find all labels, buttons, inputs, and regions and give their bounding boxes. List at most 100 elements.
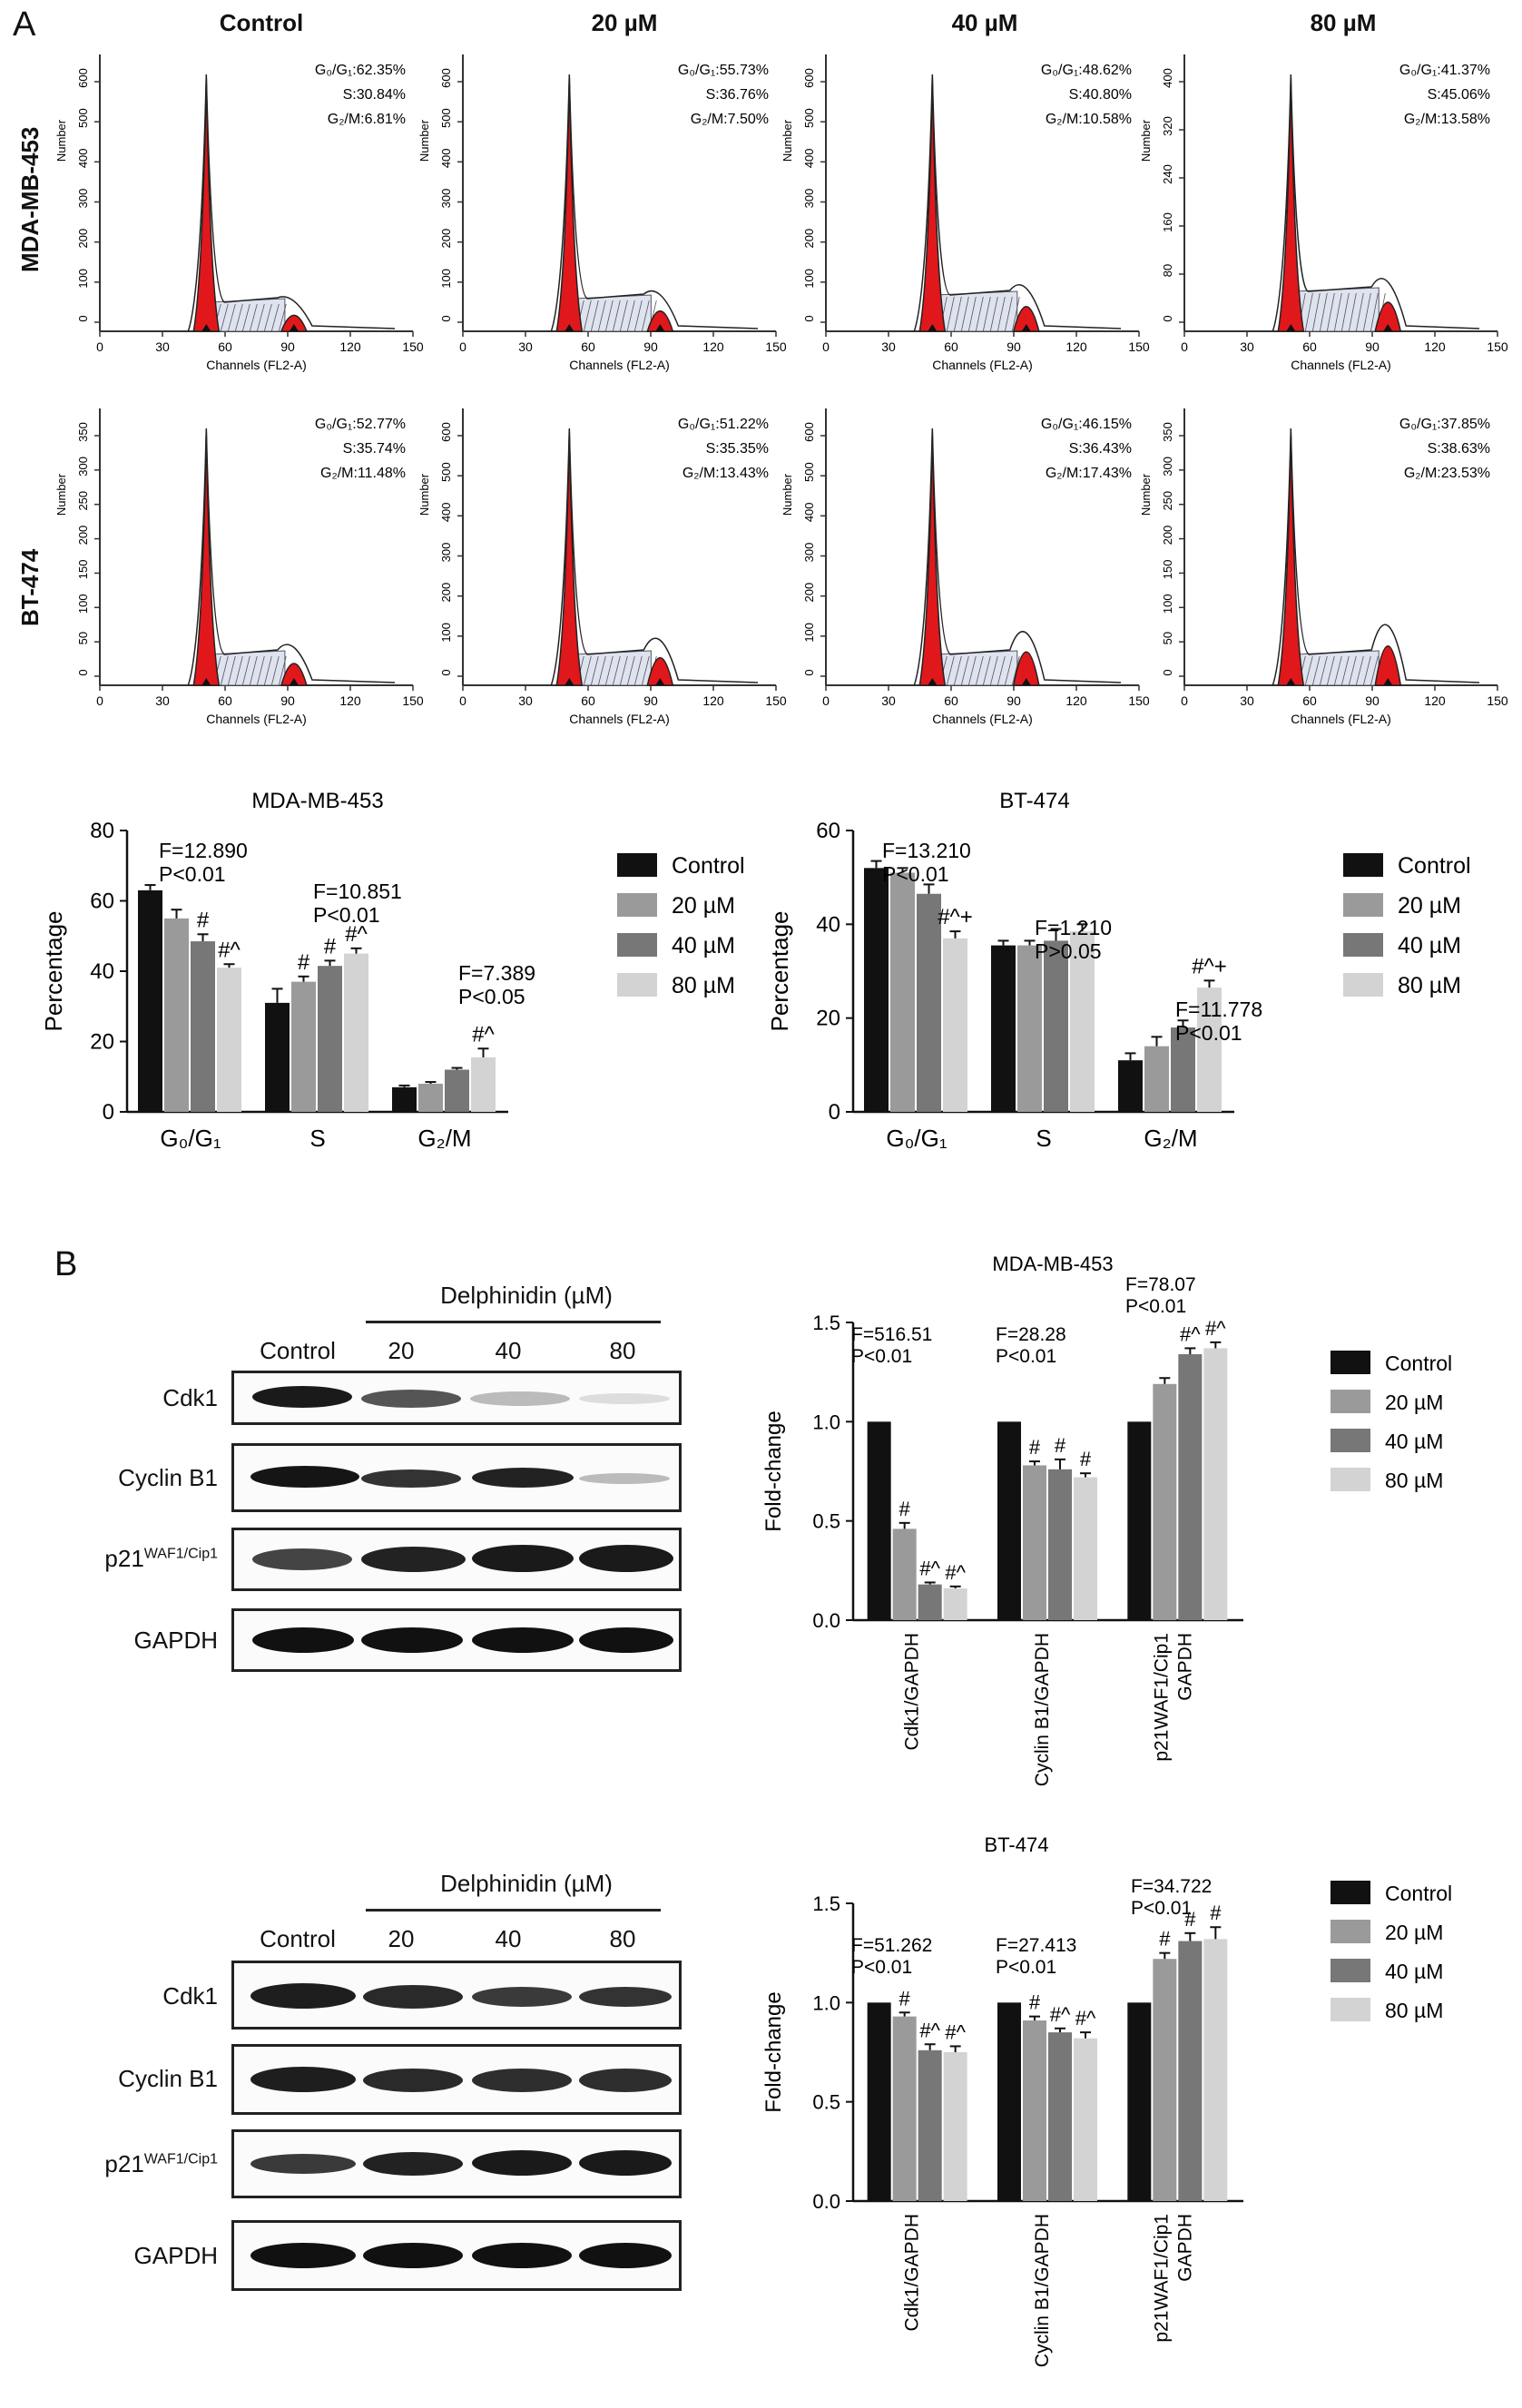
flow-y-tick-label: 500 (76, 108, 90, 128)
flow-x-tick-label: 90 (1365, 339, 1380, 354)
flow-x-tick-label: 120 (1424, 339, 1446, 354)
y-axis-label: Fold-change (761, 1410, 786, 1531)
flow-y-tick-label: 100 (802, 623, 816, 643)
flow-y-tick-label: 100 (76, 594, 90, 614)
lane-40-2: 40 (495, 1925, 522, 1952)
flow-y-tick-label: 350 (1161, 422, 1174, 442)
flow-x-tick-label: 150 (402, 693, 424, 708)
bar (344, 953, 368, 1112)
x-category-label: G₂/M (1144, 1125, 1197, 1152)
band (579, 1627, 673, 1653)
flow-marker-g2 (1383, 324, 1393, 331)
flow-y-tick-label: 200 (802, 583, 816, 603)
flow-hatch-line (989, 655, 998, 686)
x-category-label: G₂/M (417, 1125, 471, 1152)
stat-f: F=12.890 (159, 839, 248, 862)
bar (997, 2002, 1021, 2201)
flow-hatch-line (641, 655, 650, 686)
legend-swatch (1343, 973, 1383, 997)
flow-y-tick-label: 200 (802, 229, 816, 249)
band (579, 1545, 673, 1572)
flow-y-tick-label: 500 (439, 462, 453, 482)
legend-swatch (1331, 1998, 1370, 2021)
y-tick-label: 20 (816, 1007, 840, 1031)
stat-f: F=27.413 (996, 1935, 1076, 1956)
legend-label: 80 µM (1385, 1999, 1443, 2022)
flow-y-tick-label: 300 (1161, 457, 1174, 477)
band (579, 2243, 672, 2268)
band (250, 2154, 356, 2174)
flow-x-tick-label: 30 (155, 693, 170, 708)
bar (1203, 1348, 1228, 1620)
band (470, 1391, 570, 1406)
blot1-cdk1 (231, 1371, 682, 1425)
flow-hatch-line (241, 303, 250, 332)
flow-x-tick-label: 150 (1128, 339, 1150, 354)
flow-x-label: Channels (FL2-A) (1291, 712, 1391, 726)
flow-y-tick-label: 100 (76, 269, 90, 289)
y-tick-label: 1.0 (812, 1991, 840, 2014)
legend-swatch (1331, 1390, 1370, 1413)
y-tick-label: 0 (829, 1100, 840, 1125)
flow-hatch-line (946, 296, 955, 332)
bar (1044, 940, 1068, 1112)
band (472, 1627, 574, 1653)
flow-x-tick-label: 90 (1365, 693, 1380, 708)
legend-label: Control (1385, 1882, 1452, 1905)
bar (892, 1528, 917, 1620)
y-tick-label: 1.5 (812, 1892, 840, 1915)
legend-label: 40 µM (1398, 933, 1461, 958)
significance-mark: #^ (472, 1022, 495, 1047)
flow-x-tick-label: 120 (1065, 339, 1087, 354)
bar (318, 966, 342, 1112)
flow-g2-peak (1012, 306, 1040, 332)
flow-hatch-line (227, 655, 236, 686)
bar (1127, 1421, 1152, 1620)
significance-mark: #^ (218, 938, 241, 962)
band (472, 2150, 572, 2176)
flow-annotation: G₂/M:13.58% (1404, 112, 1490, 127)
flow-histogram: 0 100 200 300 400 500 600 0 30 60 90 120 150 Channels… (781, 54, 1150, 372)
y-tick-label: 0 (103, 1100, 114, 1125)
flow-g1-peak (192, 76, 221, 332)
flow-marker-g2 (655, 678, 665, 685)
bar (1178, 1941, 1203, 2201)
lane-control-1: Control (260, 1337, 336, 1364)
flow-hatch-line (960, 296, 969, 332)
stat-p: P<0.01 (313, 903, 380, 927)
significance-mark: # (899, 1987, 911, 2010)
flow-x-tick-label: 30 (1240, 339, 1254, 354)
band (579, 1987, 672, 2007)
lane-40-1: 40 (495, 1337, 522, 1364)
flow-annotation: S:38.63% (1428, 441, 1490, 457)
flow-x-tick-label: 60 (1302, 693, 1317, 708)
stat-p: P<0.01 (851, 1957, 912, 1978)
flow-y-tick-label: 0 (1161, 669, 1174, 675)
y-tick-label: 0.5 (812, 2091, 840, 2114)
significance-mark: # (1210, 1902, 1222, 1924)
flow-marker-g1 (565, 678, 574, 685)
flow-annotation: G₂/M:10.58% (1046, 112, 1132, 127)
significance-mark: #^ (919, 1557, 940, 1579)
x-category-label: p21WAF1/Cip1 (1151, 1633, 1172, 1762)
band (252, 1627, 354, 1653)
legend-swatch (617, 933, 657, 957)
stat-f: F=28.28 (996, 1324, 1066, 1345)
flow-hatch-line (583, 300, 592, 332)
flow-y-tick-label: 200 (439, 229, 453, 249)
flow-y-tick-label: 200 (1161, 526, 1174, 545)
y-tick-label: 20 (90, 1030, 114, 1055)
flow-annotation: G₀/G₁:37.85% (1399, 417, 1490, 432)
legend-label: 20 µM (672, 893, 735, 919)
flow-y-tick-label: 150 (1161, 560, 1174, 580)
band (579, 2150, 672, 2176)
delphinidin-bracket-2 (366, 1909, 661, 1912)
stat-f: F=34.722 (1131, 1876, 1212, 1897)
stat-f: F=51.262 (851, 1935, 932, 1956)
legend-label: 80 µM (1398, 973, 1461, 998)
flow-g2-peak (1374, 301, 1402, 332)
flow-y-label: Number (417, 119, 431, 162)
flow-y-tick-label: 100 (439, 623, 453, 643)
band (579, 1393, 670, 1404)
flow-x-tick-label: 30 (518, 339, 533, 354)
